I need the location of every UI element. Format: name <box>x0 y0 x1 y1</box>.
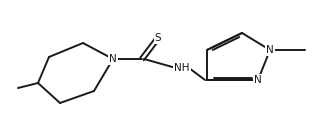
Text: NH: NH <box>174 63 190 73</box>
Text: S: S <box>155 33 161 43</box>
Text: N: N <box>254 75 262 85</box>
Text: N: N <box>109 54 117 64</box>
Text: N: N <box>266 45 274 55</box>
